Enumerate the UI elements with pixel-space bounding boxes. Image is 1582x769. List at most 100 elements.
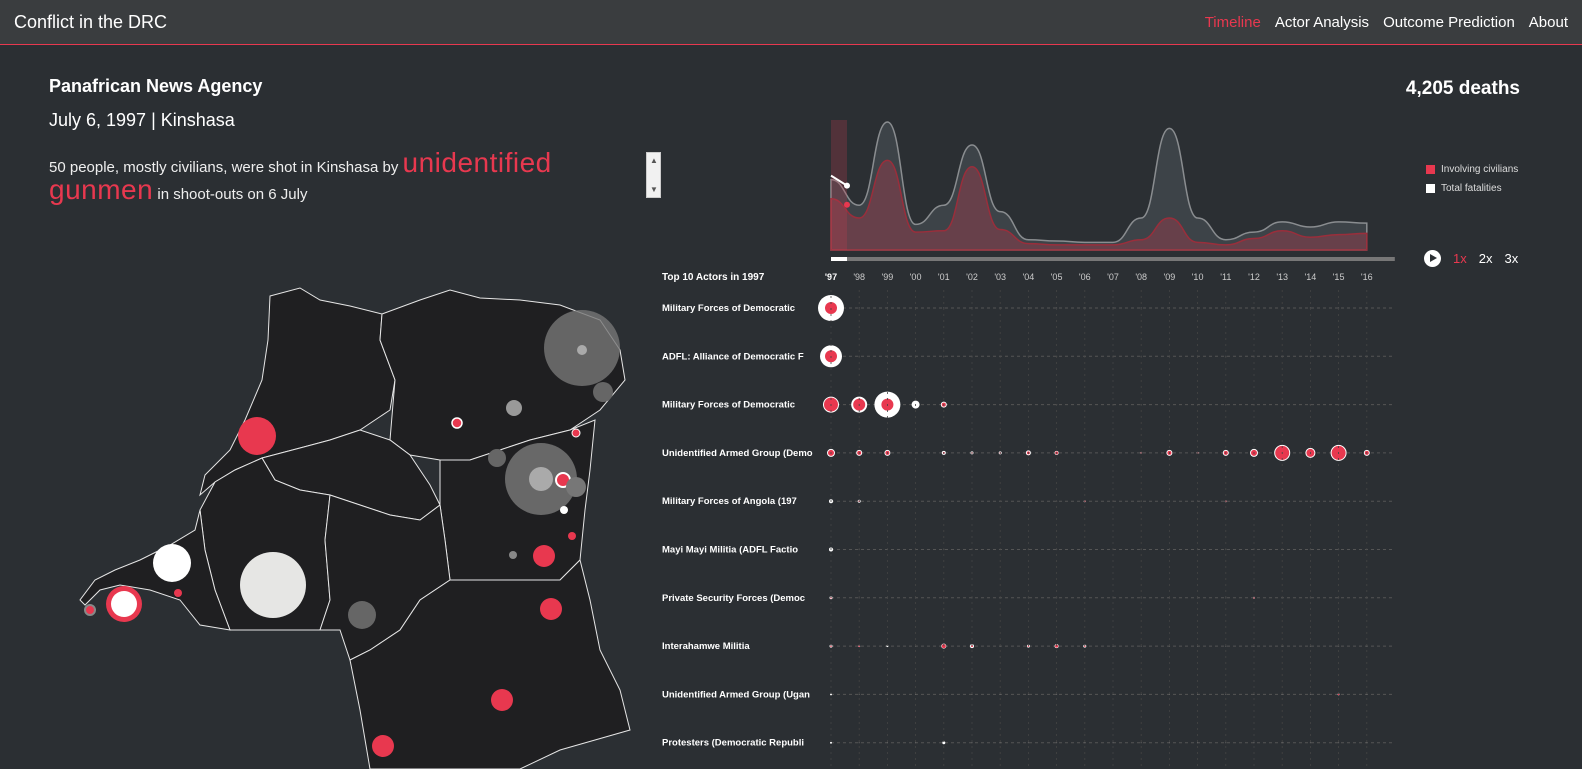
timeline-progress-track [831,257,1395,261]
actor-bubble-empty [858,693,860,696]
year-tick-label: '06 [1079,272,1091,282]
actor-bubble-empty [1366,742,1368,744]
map-bubble[interactable] [593,382,613,402]
actor-bubble-empty [943,693,945,696]
actor-label: Protesters (Democratic Republi [662,738,804,749]
actor-bubble-empty [1225,742,1227,744]
year-tick-label: '97 [825,272,837,282]
map-bubble[interactable] [451,417,463,429]
area-chart-layer [830,120,1395,261]
map-event-bubbles [84,310,620,757]
actor-bubble-empty [1056,693,1058,696]
year-tick-label: '99 [882,272,894,282]
speed-2x[interactable]: 2x [1478,251,1493,266]
actor-bubble-civilian [1055,644,1059,648]
year-tick-label: '10 [1192,272,1204,282]
event-source: Panafrican News Agency [49,76,263,96]
map-bubble[interactable] [529,467,553,491]
nav-outcome-prediction[interactable]: Outcome Prediction [1383,14,1515,31]
chart-legend: Involving civilians Total fatalities [1426,164,1518,202]
event-dateline: July 6, 1997 | Kinshasa [49,110,235,130]
map-bubble[interactable] [238,417,276,455]
year-tick-label: '01 [938,272,950,282]
year-axis: Top 10 Actors in 1997 '97 '98 '99 '00 '01 '02 '… [662,272,1373,283]
actor-bubble-empty [1197,742,1199,744]
actor-bubble-empty [1084,693,1086,696]
actor-bubble-empty [999,693,1001,696]
nav-about[interactable]: About [1528,14,1568,31]
year-tick-label: '02 [966,272,978,282]
actor-bubble-empty [1253,693,1255,696]
actor-bubble-empty [1366,693,1368,696]
actor-bubble-empty [1140,742,1142,744]
speed-1x[interactable]: 1x [1453,251,1467,266]
map-bubble[interactable] [111,591,137,617]
nav-timeline[interactable]: Timeline [1204,14,1261,31]
year-tick-label: '15 [1333,272,1345,282]
map-bubble[interactable] [577,345,587,355]
actor-bubble-empty [1168,693,1170,696]
event-text-before: 50 people, mostly civilians, were shot i… [49,159,403,176]
map-bubble[interactable] [533,545,555,567]
actor-label: ADFL: Alliance of Democratic F [662,351,804,362]
map-bubble[interactable] [540,598,562,620]
year-tick-label: '07 [1107,272,1119,282]
app-title[interactable]: Conflict in the DRC [14,12,168,32]
speed-3x[interactable]: 3x [1504,251,1519,266]
actor-bubble-empty [1281,693,1283,696]
year-tick-label: '08 [1135,272,1147,282]
actor-label: Unidentified Armed Group (Ugan [662,689,810,700]
nav-actor-analysis[interactable]: Actor Analysis [1274,14,1370,31]
event-text-after: in shoot-outs on 6 July [153,186,308,203]
actor-bubble-empty [1253,742,1255,744]
actor-label: Private Security Forces (Democ [662,593,805,604]
timeline-chart[interactable]: Top 10 Actors in 1997 '97 '98 '99 '00 '01 '02 '… [640,100,1420,769]
actor-matrix: Military Forces of Democratic ADFL: Allia… [662,290,1395,769]
current-civilian-marker [844,201,850,208]
map-bubble[interactable] [568,532,576,540]
actor-bubble-civilian [971,645,973,648]
legend-item-civilians: Involving civilians [1426,164,1518,175]
actor-bubble-empty [886,742,888,744]
total-fatalities-area [830,121,1368,251]
map-bubble[interactable] [153,544,191,582]
map-bubble[interactable] [571,428,581,438]
legend-label-total: Total fatalities [1441,183,1502,194]
map-bubble[interactable] [240,552,306,618]
actor-bubble-empty [1084,742,1086,744]
map-bubble[interactable] [509,551,517,559]
year-tick-label: '11 [1220,272,1231,282]
map-bubble[interactable] [348,601,376,629]
map-bubble[interactable] [566,477,586,497]
map-bubble[interactable] [506,400,522,416]
actor-bubble-empty [1027,693,1029,696]
actor-bubble-empty [1225,693,1227,696]
map-bubble[interactable] [488,449,506,467]
year-tick-label: '16 [1361,272,1373,282]
description-scrollbar[interactable]: ▲ ▼ [646,152,661,198]
actors-title: Top 10 Actors in 1997 [662,272,765,283]
actor-bubble-empty [915,693,917,696]
actor-bubble-total [886,645,889,648]
map-bubble[interactable] [84,604,96,616]
actor-label: Military Forces of Democratic [662,303,795,314]
year-tick-label: '98 [853,272,865,282]
map-bubble[interactable] [372,735,394,757]
map-bubble[interactable] [174,589,182,597]
actor-bubble-total [942,741,946,745]
playback-controls: 1x 2x 3x [1424,250,1518,267]
actor-bubble-empty [1309,693,1311,696]
year-tick-label: '14 [1305,272,1317,282]
actor-bubble-empty [1281,742,1283,744]
actor-label: Mayi Mayi Militia (ADFL Factio [662,545,798,556]
actor-bubble-empty [1197,693,1199,696]
scroll-up-icon[interactable]: ▲ [650,156,658,165]
scroll-down-icon[interactable]: ▼ [650,185,658,194]
actor-label: Interahamwe Militia [662,641,750,652]
actor-bubble-empty [1112,693,1114,696]
map-bubble[interactable] [491,689,513,711]
map-bubble[interactable] [560,506,568,514]
actor-bubble-empty [1140,693,1142,696]
year-tick-label: '09 [1164,272,1176,282]
play-icon[interactable] [1424,250,1441,267]
